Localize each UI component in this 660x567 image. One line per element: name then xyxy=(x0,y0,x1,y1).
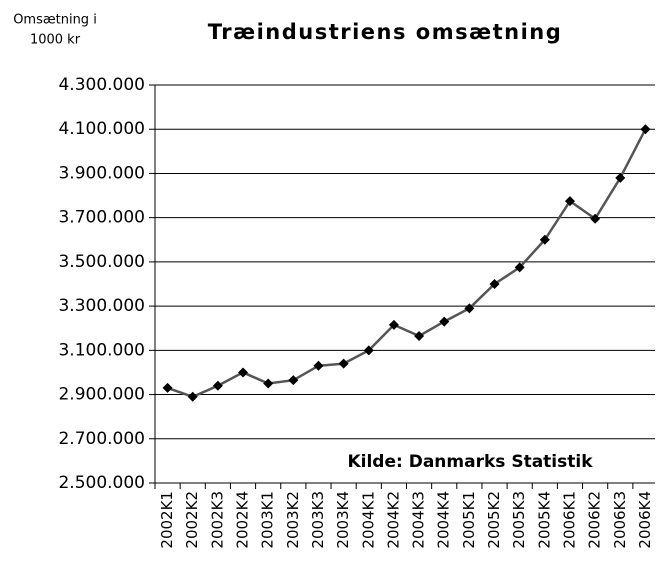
x-tick-label: 2003K1 xyxy=(259,491,277,549)
x-tick-label: 2002K1 xyxy=(158,491,176,549)
annotation: Kilde: Danmarks Statistik xyxy=(347,452,593,472)
data-point xyxy=(414,330,425,341)
data-point xyxy=(539,234,550,245)
y-tick-label: 3.900.000 xyxy=(58,163,145,183)
data-point xyxy=(338,358,349,369)
y-tick-label: 3.100.000 xyxy=(58,340,145,360)
y-axis-label: 1000 kr xyxy=(30,33,81,48)
x-tick-label: 2002K3 xyxy=(208,491,226,549)
y-tick-label: 4.300.000 xyxy=(58,75,145,95)
chart-title: Træindustriens omsætning xyxy=(208,20,563,44)
data-point xyxy=(640,124,651,135)
y-tick-label: 3.500.000 xyxy=(58,252,145,272)
y-tick-label: 3.700.000 xyxy=(58,208,145,228)
x-tick-label: 2004K4 xyxy=(435,491,453,549)
data-point xyxy=(615,172,626,183)
data-point xyxy=(238,367,249,378)
data-point xyxy=(590,213,601,224)
x-tick-label: 2004K1 xyxy=(359,491,377,549)
data-point xyxy=(363,345,374,356)
x-tick-label: 2002K4 xyxy=(234,491,252,549)
data-point xyxy=(263,378,274,389)
data-point xyxy=(564,196,575,207)
x-tick-label: 2005K3 xyxy=(510,491,528,549)
data-point xyxy=(162,382,173,393)
data-point xyxy=(464,303,475,314)
x-tick-label: 2006K2 xyxy=(586,491,604,549)
x-tick-label: 2003K3 xyxy=(309,491,327,549)
x-tick-label: 2004K3 xyxy=(410,491,428,549)
y-tick-label: 2.900.000 xyxy=(58,385,145,405)
data-point xyxy=(514,262,525,273)
data-point xyxy=(187,391,198,402)
y-tick-label: 2.700.000 xyxy=(58,429,145,449)
x-tick-label: 2002K2 xyxy=(183,491,201,549)
x-tick-label: 2005K1 xyxy=(460,491,478,549)
y-tick-label: 2.500.000 xyxy=(58,473,145,493)
x-tick-label: 2006K1 xyxy=(560,491,578,549)
y-tick-label: 3.300.000 xyxy=(58,296,145,316)
data-line xyxy=(167,128,647,399)
y-tick-label: 4.100.000 xyxy=(58,119,145,139)
data-point xyxy=(212,380,223,391)
data-point xyxy=(288,375,299,386)
x-tick-label: 2003K2 xyxy=(284,491,302,549)
data-point xyxy=(388,319,399,330)
x-tick-label: 2006K3 xyxy=(611,491,629,549)
data-point xyxy=(439,316,450,327)
x-tick-label: 2003K4 xyxy=(334,491,352,549)
x-tick-label: 2005K4 xyxy=(535,491,553,549)
data-point xyxy=(313,360,324,371)
x-tick-label: 2006K4 xyxy=(636,491,654,549)
x-tick-label: 2004K2 xyxy=(384,491,402,549)
data-point xyxy=(489,279,500,289)
x-tick-label: 2005K2 xyxy=(485,491,503,549)
y-axis-label: Omsætning i xyxy=(13,13,97,28)
